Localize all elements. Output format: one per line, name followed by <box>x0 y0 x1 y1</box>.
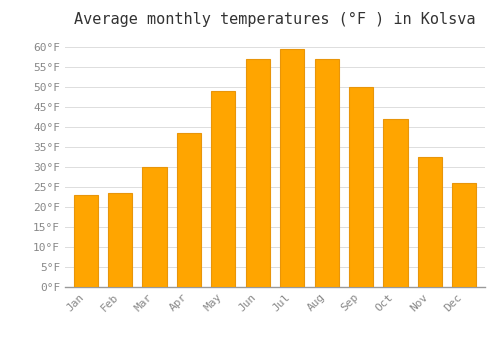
Bar <box>177 133 201 287</box>
Bar <box>280 49 304 287</box>
Bar <box>418 157 442 287</box>
Bar <box>74 195 98 287</box>
Bar <box>246 59 270 287</box>
Bar <box>108 193 132 287</box>
Bar <box>142 167 167 287</box>
Bar <box>384 119 407 287</box>
Title: Average monthly temperatures (°F ) in Kolsva: Average monthly temperatures (°F ) in Ko… <box>74 12 476 27</box>
Bar <box>212 91 236 287</box>
Bar <box>349 87 373 287</box>
Bar <box>452 183 476 287</box>
Bar <box>314 59 338 287</box>
